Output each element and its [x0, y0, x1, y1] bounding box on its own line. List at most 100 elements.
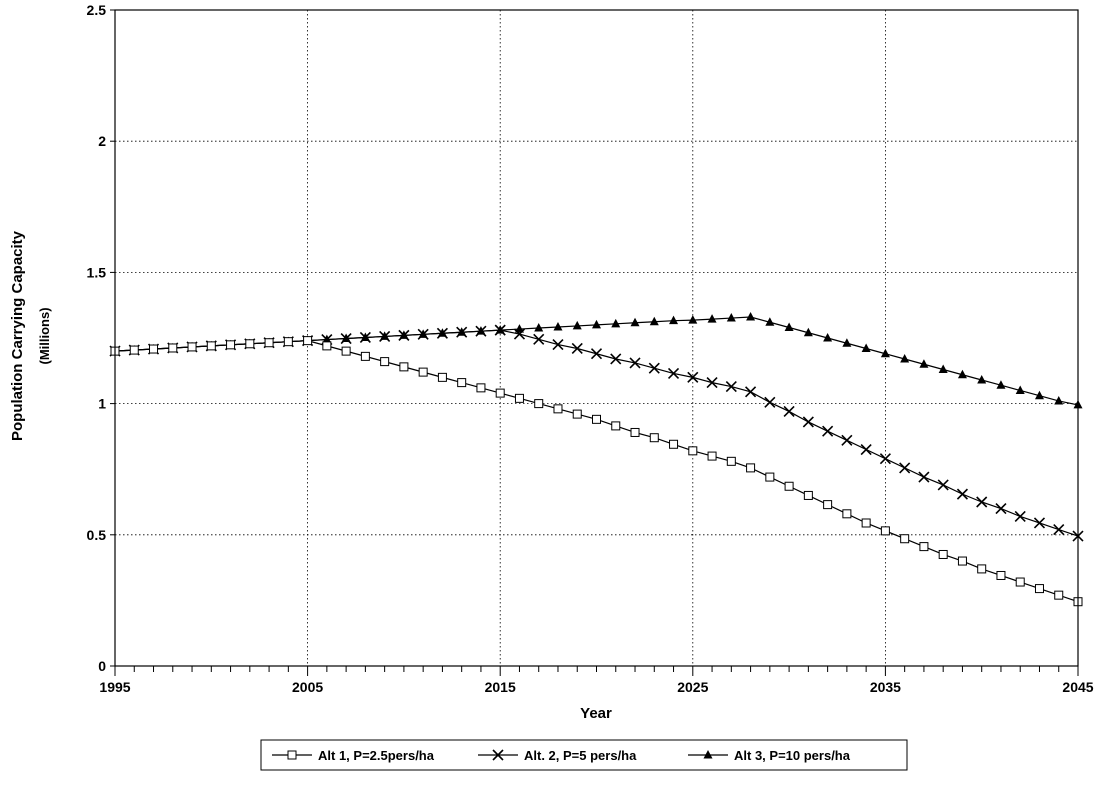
- legend-item-3: Alt 3, P=10 pers/ha: [688, 748, 851, 763]
- legend-label-1: Alt 1, P=2.5pers/ha: [318, 748, 435, 763]
- series-2-point: [1033, 517, 1046, 529]
- series-2-point: [764, 396, 776, 408]
- series-3-point: [534, 323, 544, 332]
- series-1-point: [669, 439, 679, 449]
- series-1-point: [168, 343, 178, 353]
- series-1-point: [707, 451, 717, 461]
- x-marker-stroke: [1053, 523, 1065, 536]
- legend-label-2: Alt. 2, P=5 pers/ha: [524, 748, 637, 763]
- series-1-point: [264, 338, 274, 348]
- series-1-point: [206, 341, 216, 351]
- legend-swatch-marker: [492, 749, 504, 761]
- series-3-point: [611, 318, 621, 328]
- series-1-point: [977, 564, 987, 574]
- legend-label-3: Alt 3, P=10 pers/ha: [734, 748, 851, 763]
- series-2-point: [783, 405, 795, 418]
- series-3-point: [996, 380, 1006, 389]
- x-marker-stroke: [725, 380, 737, 393]
- plot-frame: [114, 9, 1079, 667]
- x-axis-title: Year: [580, 705, 612, 722]
- series-1-point: [1034, 584, 1044, 594]
- series-1-point: [514, 393, 524, 403]
- x-tick-label: 1995: [99, 679, 130, 695]
- y-tick-label: 2.5: [87, 2, 107, 18]
- legend-item-2: Alt. 2, P=5 pers/ha: [478, 748, 637, 763]
- series-3-point: [1015, 385, 1025, 394]
- series-1-point: [938, 549, 948, 559]
- series-2-point: [1053, 523, 1065, 536]
- series-3-point: [880, 348, 890, 358]
- x-marker-stroke: [629, 357, 641, 369]
- series-1-point: [283, 337, 293, 347]
- series-3-line: [114, 316, 1079, 406]
- series-1-point: [360, 351, 370, 361]
- series-2-point: [494, 324, 506, 336]
- series-2-point: [629, 357, 641, 369]
- series-2-point: [533, 333, 545, 345]
- x-marker-stroke: [417, 328, 429, 340]
- series-layer: [109, 312, 1084, 607]
- series-3-point: [977, 374, 987, 384]
- series-2-line: [114, 329, 1079, 537]
- series-1-point: [495, 388, 505, 398]
- series-2-point: [590, 348, 603, 360]
- series-1-point: [572, 409, 582, 419]
- series-3-point: [514, 324, 524, 333]
- x-marker-stroke: [1033, 517, 1046, 529]
- series-3-point: [726, 313, 736, 322]
- series-1-point: [611, 421, 621, 431]
- series-2-point: [879, 453, 891, 465]
- series-3-point: [957, 369, 967, 379]
- series-2-point: [937, 479, 949, 491]
- y-axis-tick-labels: 0 0.5 1 1.5 2 2.5: [87, 2, 107, 674]
- x-marker-stroke: [590, 348, 603, 360]
- series-2-point: [822, 425, 834, 437]
- series-3-point: [919, 359, 929, 368]
- legend-swatch-marker: [287, 750, 297, 760]
- series-3-point: [803, 327, 813, 337]
- x-marker-stroke: [860, 443, 872, 456]
- x-marker-stroke: [841, 434, 853, 446]
- x-tick-label: 2035: [870, 679, 901, 695]
- series-2-point: [841, 434, 853, 446]
- x-marker-stroke: [918, 471, 930, 483]
- series-3-point: [1054, 395, 1064, 405]
- x-axis-tick-labels: 1995 2005 2015 2025 2035 2045: [99, 679, 1093, 695]
- y-tick-label: 1: [98, 396, 106, 412]
- series-1-point: [245, 339, 255, 349]
- x-marker-stroke: [513, 328, 526, 340]
- x-marker-stroke: [456, 326, 468, 338]
- series-1-point: [823, 500, 833, 510]
- x-marker-stroke: [745, 386, 757, 398]
- series-1-point: [457, 378, 467, 388]
- series-3-point: [823, 333, 833, 342]
- series-2-point: [706, 377, 718, 389]
- x-marker-stroke: [687, 371, 699, 383]
- series-2-point: [995, 502, 1007, 515]
- series-1-point: [437, 372, 447, 382]
- series-2-point: [379, 330, 391, 342]
- series-2-point: [648, 362, 660, 374]
- x-marker-stroke: [379, 330, 391, 342]
- series-3-point: [649, 316, 659, 326]
- series-1-point: [880, 526, 890, 536]
- series-3-point: [592, 319, 601, 329]
- series-1-point: [1015, 577, 1025, 587]
- x-marker-stroke: [494, 324, 506, 336]
- series-1-point: [765, 472, 775, 482]
- series-1-point: [957, 556, 967, 566]
- axis-ticks: [110, 9, 1079, 676]
- series-1-point: [226, 340, 236, 350]
- x-marker-stroke: [822, 425, 834, 437]
- series-3-point: [842, 338, 852, 347]
- x-tick-label: 2015: [485, 679, 516, 695]
- series-1-point: [746, 463, 756, 473]
- series-1-point: [534, 399, 544, 409]
- series-2-point: [956, 488, 969, 500]
- series-1-point: [322, 341, 332, 351]
- y-tick-label: 0: [98, 658, 106, 674]
- x-marker-stroke: [667, 367, 680, 379]
- series-3-point: [784, 322, 794, 332]
- series-1-point: [842, 509, 852, 519]
